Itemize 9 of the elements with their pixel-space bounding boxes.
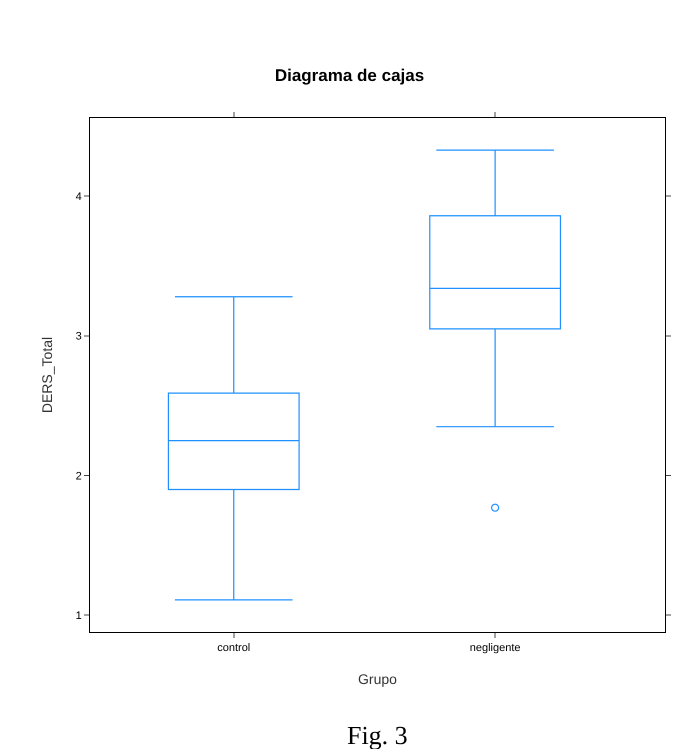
y-tick-label: 3 [76,330,82,343]
y-tick-label: 4 [76,191,82,204]
y-tick-label: 2 [76,470,82,482]
y-axis-title: DERS_Total [39,336,55,414]
x-axis-title: Grupo [358,671,398,687]
chart-title: Diagrama de cajas [274,66,424,85]
x-tick-label: negligente [470,642,520,654]
y-tick-label: 1 [76,610,82,622]
x-tick-label: control [217,642,250,654]
